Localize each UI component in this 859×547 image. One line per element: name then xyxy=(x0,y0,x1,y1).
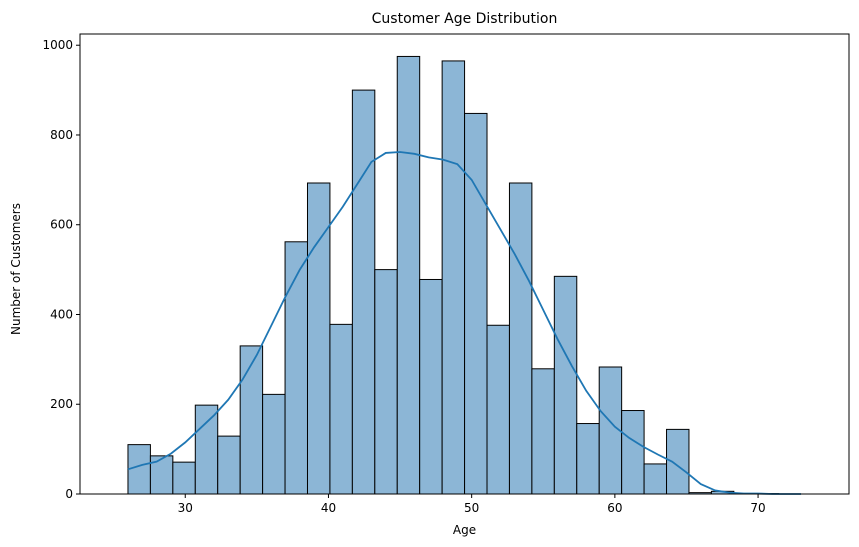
histogram-bar xyxy=(194,404,219,495)
histogram-bar xyxy=(441,60,466,495)
histogram-bar xyxy=(127,444,151,495)
histogram-bar xyxy=(643,463,668,495)
histogram-bar xyxy=(284,241,308,495)
histogram-bar xyxy=(419,278,443,495)
histogram-bar xyxy=(666,428,690,495)
histogram-bar xyxy=(621,410,645,495)
x-tick-label: 60 xyxy=(607,501,622,515)
histogram-bar xyxy=(374,269,398,495)
histogram-bar xyxy=(464,112,488,495)
histogram-bar xyxy=(508,182,533,495)
x-axis-label: Age xyxy=(453,523,476,537)
histogram-bar xyxy=(531,368,555,495)
chart-title: Customer Age Distribution xyxy=(372,11,558,27)
histogram-bar xyxy=(576,423,600,495)
histogram-bar xyxy=(329,323,353,495)
x-tick-label: 50 xyxy=(464,501,479,515)
y-tick-label: 400 xyxy=(50,307,73,321)
histogram-bar xyxy=(486,324,510,495)
y-tick-label: 800 xyxy=(50,128,73,142)
histogram-bar xyxy=(217,435,241,495)
y-axis-label: Number of Customers xyxy=(9,203,23,335)
y-tick-label: 1000 xyxy=(42,38,73,52)
y-tick-label: 200 xyxy=(50,397,73,411)
x-axis-ticks: 30 40 50 60 70 xyxy=(178,494,766,515)
histogram-bar xyxy=(262,393,286,495)
histogram-bar xyxy=(553,275,578,495)
y-tick-label: 0 xyxy=(65,487,73,501)
x-tick-label: 30 xyxy=(178,501,193,515)
histogram-bar xyxy=(351,89,376,495)
histogram-bar xyxy=(172,461,196,495)
x-tick-label: 70 xyxy=(750,501,765,515)
histogram-bar xyxy=(396,55,421,495)
plot-frame xyxy=(79,33,850,495)
kde-curve xyxy=(127,151,802,495)
y-axis-ticks: 0 200 400 600 800 1000 xyxy=(42,38,80,501)
x-tick-label: 40 xyxy=(321,501,336,515)
histogram-bar xyxy=(239,345,264,495)
y-tick-label: 600 xyxy=(50,218,73,232)
